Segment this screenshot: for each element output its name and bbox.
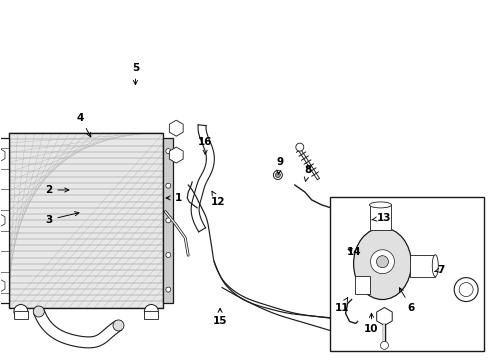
Text: 4: 4: [77, 113, 91, 137]
Circle shape: [273, 171, 282, 180]
Circle shape: [453, 278, 477, 302]
Bar: [14, 311, 28, 319]
Text: 10: 10: [364, 313, 378, 334]
Circle shape: [458, 283, 472, 297]
Text: 3: 3: [45, 212, 79, 225]
Circle shape: [165, 252, 170, 257]
Circle shape: [144, 305, 158, 319]
Ellipse shape: [369, 202, 390, 208]
Polygon shape: [376, 307, 391, 325]
Ellipse shape: [349, 208, 379, 228]
Circle shape: [275, 172, 280, 177]
Text: 16: 16: [198, 137, 212, 154]
Circle shape: [165, 287, 170, 292]
Circle shape: [165, 149, 170, 154]
Circle shape: [345, 245, 353, 254]
Text: 7: 7: [434, 265, 444, 275]
Circle shape: [376, 256, 387, 268]
Circle shape: [380, 341, 387, 349]
Circle shape: [165, 218, 170, 223]
Circle shape: [113, 320, 124, 331]
Polygon shape: [0, 213, 5, 227]
Text: 13: 13: [371, 213, 391, 223]
Bar: [369, 205, 390, 230]
Bar: [9, 133, 163, 307]
Bar: [329, 197, 483, 351]
Polygon shape: [0, 279, 5, 293]
Text: 5: 5: [132, 63, 139, 85]
Circle shape: [370, 250, 394, 274]
Text: 12: 12: [210, 191, 225, 207]
Bar: [0, 138, 9, 302]
Bar: [144, 311, 158, 319]
Text: 6: 6: [399, 288, 414, 312]
Polygon shape: [169, 120, 183, 136]
Bar: [409, 255, 434, 276]
Circle shape: [33, 306, 44, 317]
Text: 9: 9: [276, 157, 283, 174]
Circle shape: [335, 244, 347, 256]
Circle shape: [295, 143, 303, 151]
Bar: [163, 138, 173, 302]
Text: 8: 8: [304, 165, 311, 181]
Text: 14: 14: [346, 247, 361, 257]
Ellipse shape: [431, 255, 437, 276]
Ellipse shape: [343, 202, 385, 234]
Circle shape: [14, 305, 28, 319]
Polygon shape: [169, 147, 183, 163]
Polygon shape: [0, 148, 5, 162]
Text: 1: 1: [166, 193, 182, 203]
Text: 11: 11: [334, 297, 348, 312]
Bar: [9, 133, 163, 307]
Ellipse shape: [353, 228, 410, 300]
Circle shape: [165, 183, 170, 188]
Text: 2: 2: [45, 185, 69, 195]
Bar: [354, 276, 369, 293]
Text: 15: 15: [212, 308, 227, 327]
